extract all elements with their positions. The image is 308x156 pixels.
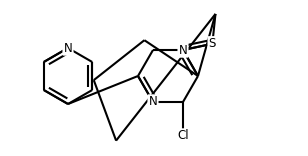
Text: N: N	[149, 95, 157, 108]
Text: N: N	[179, 44, 187, 56]
Text: S: S	[209, 37, 216, 50]
Text: Cl: Cl	[177, 129, 189, 142]
Text: N: N	[64, 41, 72, 54]
